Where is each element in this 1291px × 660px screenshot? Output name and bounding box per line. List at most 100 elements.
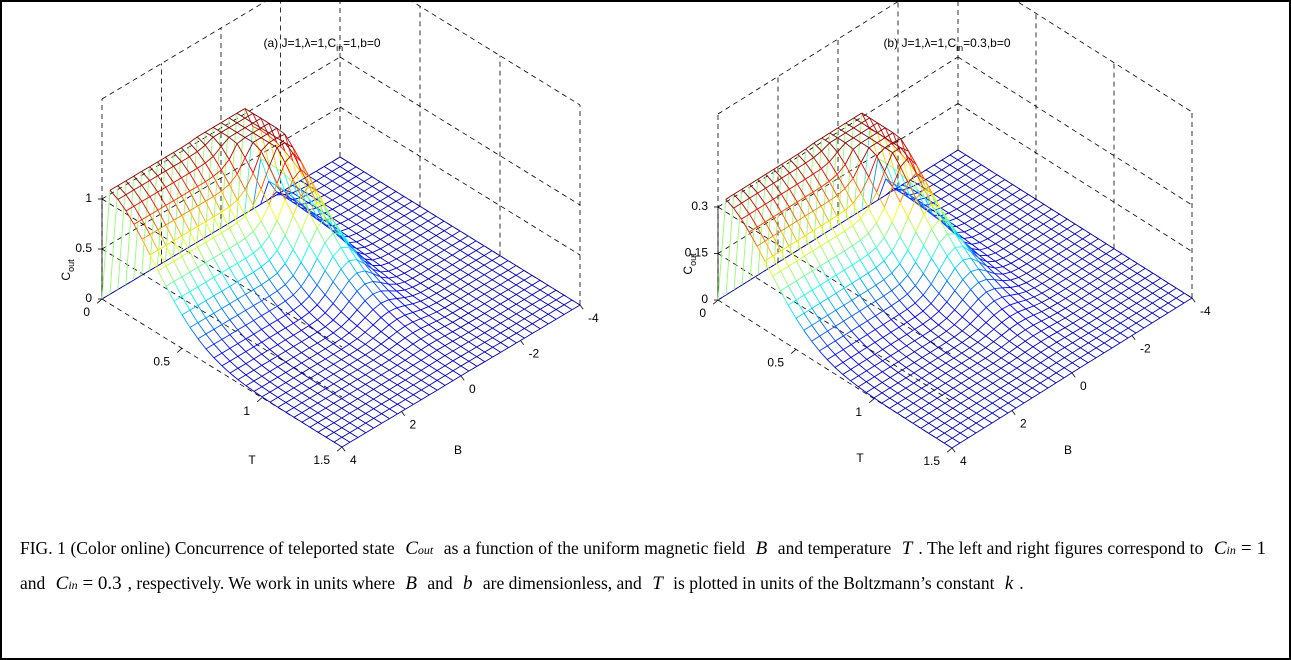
mesh-line (1151, 317, 1161, 324)
mesh-line (1080, 322, 1090, 329)
mesh-line (748, 226, 758, 233)
mesh-line (396, 254, 405, 260)
mesh-line (221, 334, 231, 340)
mesh-line (860, 207, 869, 219)
mesh-line (237, 293, 246, 300)
mesh-line (788, 245, 797, 262)
mesh-line (388, 267, 397, 272)
mesh-line (404, 289, 413, 297)
mesh-line (912, 422, 922, 429)
mesh-line (1065, 303, 1074, 309)
mesh-line (892, 152, 901, 168)
mesh-line (411, 225, 421, 231)
mesh-line (412, 244, 421, 251)
mesh-line (149, 175, 158, 181)
mesh-line (890, 350, 899, 357)
mesh-line (293, 341, 302, 347)
mesh-line (213, 252, 222, 259)
mesh-line (1144, 282, 1154, 289)
mesh-line (933, 184, 942, 190)
mesh-line (197, 167, 206, 182)
mesh-line (835, 274, 845, 289)
mesh-line (301, 330, 310, 338)
mesh-line (851, 325, 860, 332)
mesh-line (835, 340, 844, 350)
mesh-line (413, 389, 422, 396)
mesh-line (914, 310, 924, 318)
mesh-line (1049, 302, 1058, 309)
mesh-line (237, 314, 247, 326)
mesh-line (389, 394, 398, 400)
mesh-line (397, 403, 406, 410)
mesh-line (1168, 292, 1177, 299)
mesh-line (945, 367, 954, 374)
mesh-line (968, 372, 978, 379)
mesh-line (907, 157, 917, 174)
mesh-line (197, 144, 206, 152)
mesh-line (436, 297, 445, 304)
mesh-line (829, 142, 838, 153)
mesh-line (261, 353, 270, 362)
mesh-line (277, 366, 286, 373)
mesh-line (1119, 337, 1129, 344)
mesh-line (260, 246, 270, 261)
mesh-line (733, 194, 742, 204)
mesh-line (300, 303, 310, 313)
mesh-line (781, 254, 791, 261)
mesh-line (356, 309, 366, 319)
mesh-line (301, 347, 310, 353)
mesh-line (1089, 278, 1098, 284)
mesh-line (189, 305, 199, 311)
mesh-line (404, 297, 413, 305)
mesh-line (765, 174, 774, 184)
mesh-line (861, 129, 871, 211)
mesh-line (953, 336, 963, 343)
mesh-line (906, 351, 915, 358)
mesh-line (1050, 258, 1059, 265)
mesh-line (1040, 357, 1049, 364)
mesh-line (1113, 268, 1122, 274)
mesh-line (1003, 209, 1013, 215)
mesh-line (978, 268, 987, 272)
mesh-line (717, 199, 727, 301)
mesh-line (945, 352, 955, 359)
mesh-line (269, 376, 279, 383)
mesh-line (349, 374, 358, 380)
mesh-line (508, 294, 517, 300)
mesh-line (221, 227, 230, 234)
mesh-line (340, 227, 349, 232)
mesh-line (396, 229, 405, 236)
mesh-line (984, 407, 993, 414)
mesh-line (962, 246, 972, 259)
mesh-line (388, 311, 398, 320)
mesh-line (875, 300, 884, 312)
mesh-line (842, 374, 851, 382)
mesh-line (1007, 397, 1017, 404)
mesh-line (349, 417, 358, 424)
mesh-line (1066, 228, 1076, 235)
mesh-line (908, 181, 918, 190)
mesh-line (253, 315, 262, 321)
mesh-line (340, 247, 350, 261)
mesh-line (882, 355, 891, 362)
mesh-line (1050, 243, 1060, 250)
mesh-line (1120, 302, 1129, 309)
mesh-line (356, 272, 366, 285)
mesh-line (836, 255, 845, 271)
mesh-line (1042, 273, 1051, 280)
mesh-line (420, 349, 430, 356)
b-tick-label: 0 (1080, 379, 1087, 393)
mesh-line (828, 255, 837, 262)
mesh-line (843, 287, 853, 301)
mesh-line (858, 386, 867, 393)
mesh-line (284, 185, 293, 191)
mesh-line (292, 262, 302, 276)
mesh-line (1008, 362, 1018, 369)
mesh-line (309, 387, 318, 394)
mesh-line (323, 171, 333, 177)
mesh-line (869, 199, 879, 206)
mesh-line (317, 326, 326, 333)
mesh-line (500, 313, 509, 319)
mesh-line (914, 340, 923, 348)
mesh-line (316, 304, 326, 314)
